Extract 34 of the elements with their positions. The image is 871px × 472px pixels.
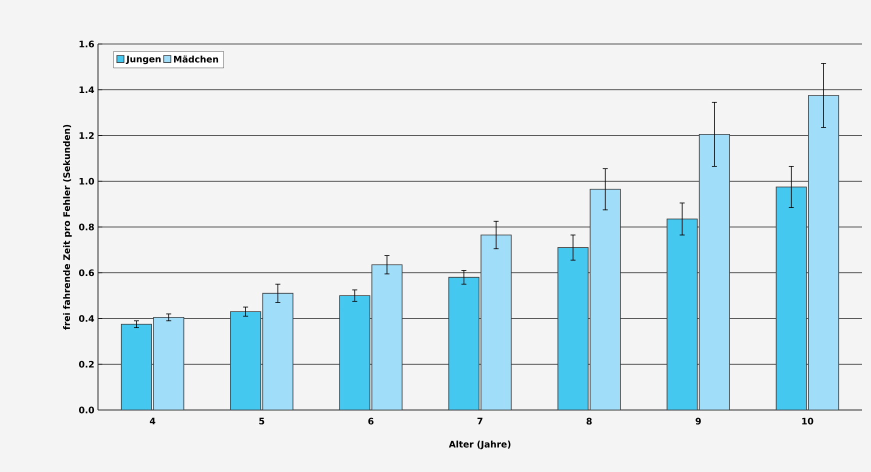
- y-tick-label: 0.4: [79, 315, 94, 322]
- y-tick-label: 0.2: [79, 360, 94, 368]
- x-tick-label: 9: [696, 418, 701, 425]
- bar: [339, 295, 370, 410]
- x-tick-label: 7: [477, 418, 482, 424]
- bar: [776, 186, 807, 410]
- bar: [590, 188, 621, 410]
- bar: [808, 95, 840, 410]
- x-tick-label: 8: [586, 418, 592, 425]
- bar: [448, 276, 480, 410]
- y-tick-label: 1.2: [80, 132, 94, 139]
- x-tick-label: 4: [150, 418, 156, 424]
- y-tick-label: 1.0: [80, 178, 94, 185]
- y-tick-label: 1.6: [80, 40, 94, 48]
- bar: [371, 264, 403, 410]
- bar: [666, 218, 698, 410]
- y-tick-label: 1.4: [80, 86, 94, 94]
- y-axis-title: frei fahrende Zeit pro Fehler (Sekunden): [63, 124, 72, 330]
- x-tick-label: 6: [368, 418, 374, 425]
- bar: [153, 316, 184, 410]
- x-axis-title: Alter (Jahre): [448, 440, 510, 450]
- y-tick-label: 0.6: [79, 269, 94, 276]
- legend-label: Jungen: [126, 56, 161, 64]
- y-tick-label: 0.0: [79, 406, 94, 414]
- bar: [480, 234, 512, 410]
- x-tick-label: 10: [802, 418, 814, 425]
- bar: [120, 324, 152, 410]
- x-tick-label: 5: [259, 418, 264, 424]
- bar: [230, 311, 262, 410]
- y-tick-label: 0.8: [79, 224, 94, 230]
- bar: [698, 134, 730, 410]
- bar: [558, 247, 589, 410]
- bar: [262, 292, 294, 410]
- legend-label: Mädchen: [174, 56, 218, 63]
